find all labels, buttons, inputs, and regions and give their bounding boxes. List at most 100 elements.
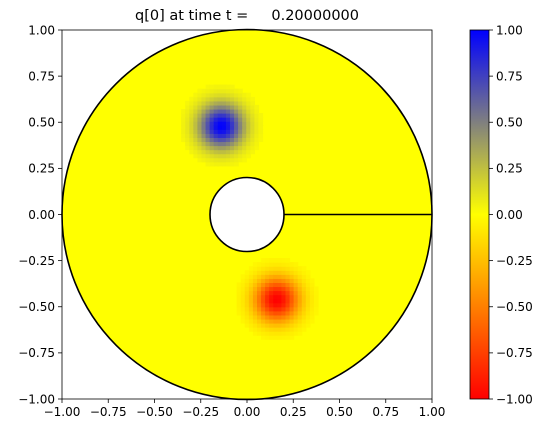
blob-cell [313, 310, 319, 316]
blob-cell [221, 84, 227, 90]
blob-cell [301, 286, 307, 292]
blob-cell [285, 278, 291, 284]
blob-cell [189, 145, 194, 151]
blob-cell [242, 133, 247, 138]
blob-cell [285, 294, 291, 300]
blob-cell [261, 270, 266, 275]
blob-cell [246, 121, 251, 126]
blob-cell [273, 331, 278, 336]
blob-cell [209, 96, 215, 102]
blob-cell [217, 153, 223, 159]
blob-cell [293, 286, 299, 292]
blob-cell [281, 262, 287, 267]
blob-cell [205, 113, 211, 118]
blob-cell [297, 310, 303, 316]
blob-cell [273, 274, 278, 279]
blob-cell [250, 149, 255, 155]
blob-cell [297, 278, 303, 284]
blob-cell [205, 121, 211, 126]
blob-cell [213, 88, 219, 94]
blob-cell [277, 274, 283, 279]
blob-cell [261, 278, 266, 284]
blob-cell [285, 266, 291, 271]
blob-cell [289, 294, 295, 300]
blob-cell [246, 145, 251, 151]
blob-cell [209, 108, 215, 114]
blob-cell [256, 306, 262, 312]
blob-cell [281, 310, 287, 316]
blob-cell [258, 113, 264, 118]
blob-cell [265, 266, 270, 271]
blob-cell [297, 318, 303, 324]
blob-cell [213, 149, 219, 155]
blob-cell [254, 121, 260, 126]
blob-cell [277, 294, 283, 300]
blob-cell [250, 121, 255, 126]
blob-cell [297, 322, 303, 328]
blob-cell [254, 113, 260, 118]
blob-cell [238, 141, 243, 147]
blob-cell [221, 113, 227, 118]
blob-cell [244, 290, 250, 296]
blob-cell [242, 121, 247, 126]
blob-cell [217, 129, 223, 134]
blob-cell [201, 157, 207, 163]
blob-cell [197, 133, 203, 138]
blob-cell [277, 298, 283, 304]
blob-cell [293, 282, 299, 288]
blob-cell [229, 92, 235, 98]
blob-cell [225, 96, 231, 102]
blob-cell [309, 314, 315, 320]
blob-cell [240, 318, 246, 324]
blob-cell [269, 274, 274, 279]
blob-cell [246, 92, 251, 98]
blob-cell [269, 278, 274, 284]
blob-cell [213, 113, 219, 118]
blob-cell [221, 88, 227, 94]
blob-cell [265, 327, 270, 332]
blob-cell [242, 153, 247, 159]
blob-cell [285, 318, 291, 324]
blob-cell [281, 258, 287, 263]
colorbar-ticks: 1.00 0.75 0.50 0.25 0.00 −0.25 −0.50 −0.75 −1.00 [489, 23, 533, 406]
blob-cell [225, 141, 231, 147]
blob-cell [240, 278, 246, 284]
blob-cell [289, 331, 295, 336]
blob-cell [305, 310, 311, 316]
blob-cell [229, 88, 235, 94]
blob-cell [240, 290, 246, 296]
blob-cell [277, 270, 283, 275]
blob-cell [205, 145, 211, 151]
blob-cell [246, 125, 251, 130]
blob-cell [197, 117, 203, 122]
blob-cell [289, 286, 295, 292]
blob-cell [197, 137, 203, 143]
blob-cell [293, 262, 299, 267]
blob-cell [234, 96, 239, 102]
blob-cell [244, 282, 250, 288]
blob-cell [285, 310, 291, 316]
blob-cell [201, 141, 207, 147]
x-axis: −1.00 −0.75 −0.50 −0.25 0.00 0.25 0.50 0.75 1.00 [44, 399, 445, 419]
blob-cell [236, 310, 242, 316]
y-tick-label: 0.25 [28, 162, 55, 176]
blob-cell [305, 306, 311, 312]
blob-cell [213, 117, 219, 122]
blob-cell [297, 294, 303, 300]
blob-cell [229, 145, 235, 151]
blob-cell [221, 96, 227, 102]
blob-cell [234, 153, 239, 159]
blob-cell [213, 145, 219, 151]
blob-cell [256, 294, 262, 300]
blob-cell [261, 335, 266, 340]
blob-cell [269, 306, 274, 312]
blob-cell [293, 310, 299, 316]
blob-cell [252, 282, 258, 288]
blob-cell [229, 100, 235, 106]
blob-cell [238, 117, 243, 122]
blob-cell [193, 96, 199, 102]
blob-cell [213, 100, 219, 106]
blob-cell [209, 137, 215, 143]
blob-cell [281, 286, 287, 292]
blob-cell [238, 125, 243, 130]
